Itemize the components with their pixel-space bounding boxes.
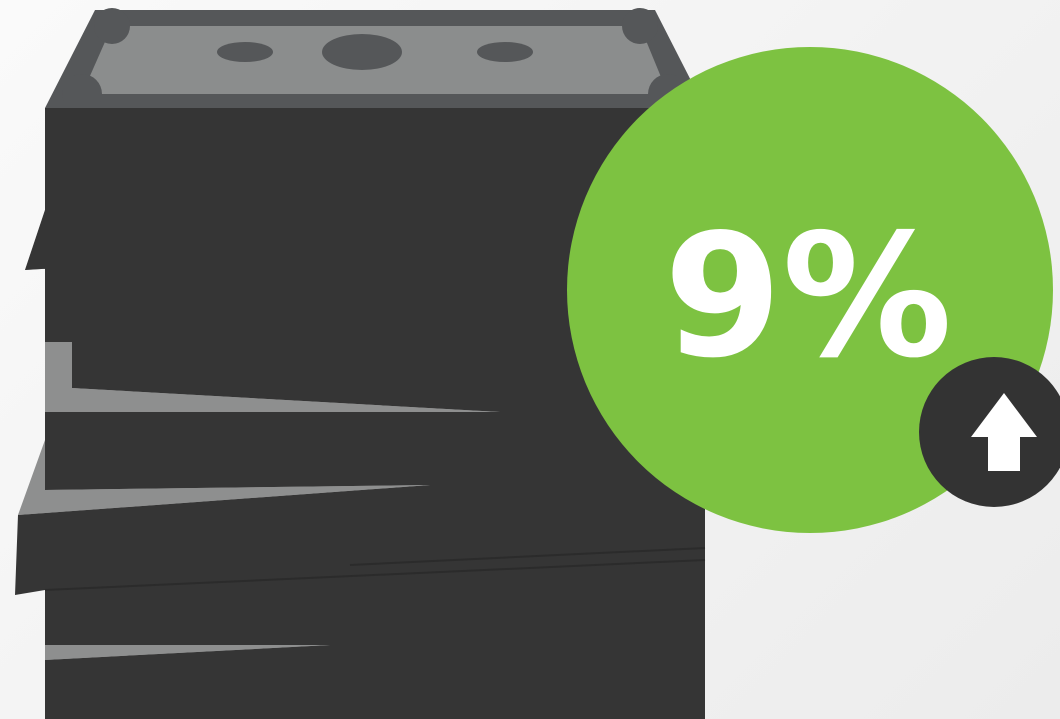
trend-indicator: [919, 357, 1060, 507]
arrow-up-icon: [971, 393, 1037, 471]
stack-body: [15, 108, 705, 719]
top-bill-center-oval: [322, 34, 402, 70]
percent-label: 9%: [664, 198, 953, 396]
money-stack-icon: [15, 8, 706, 719]
